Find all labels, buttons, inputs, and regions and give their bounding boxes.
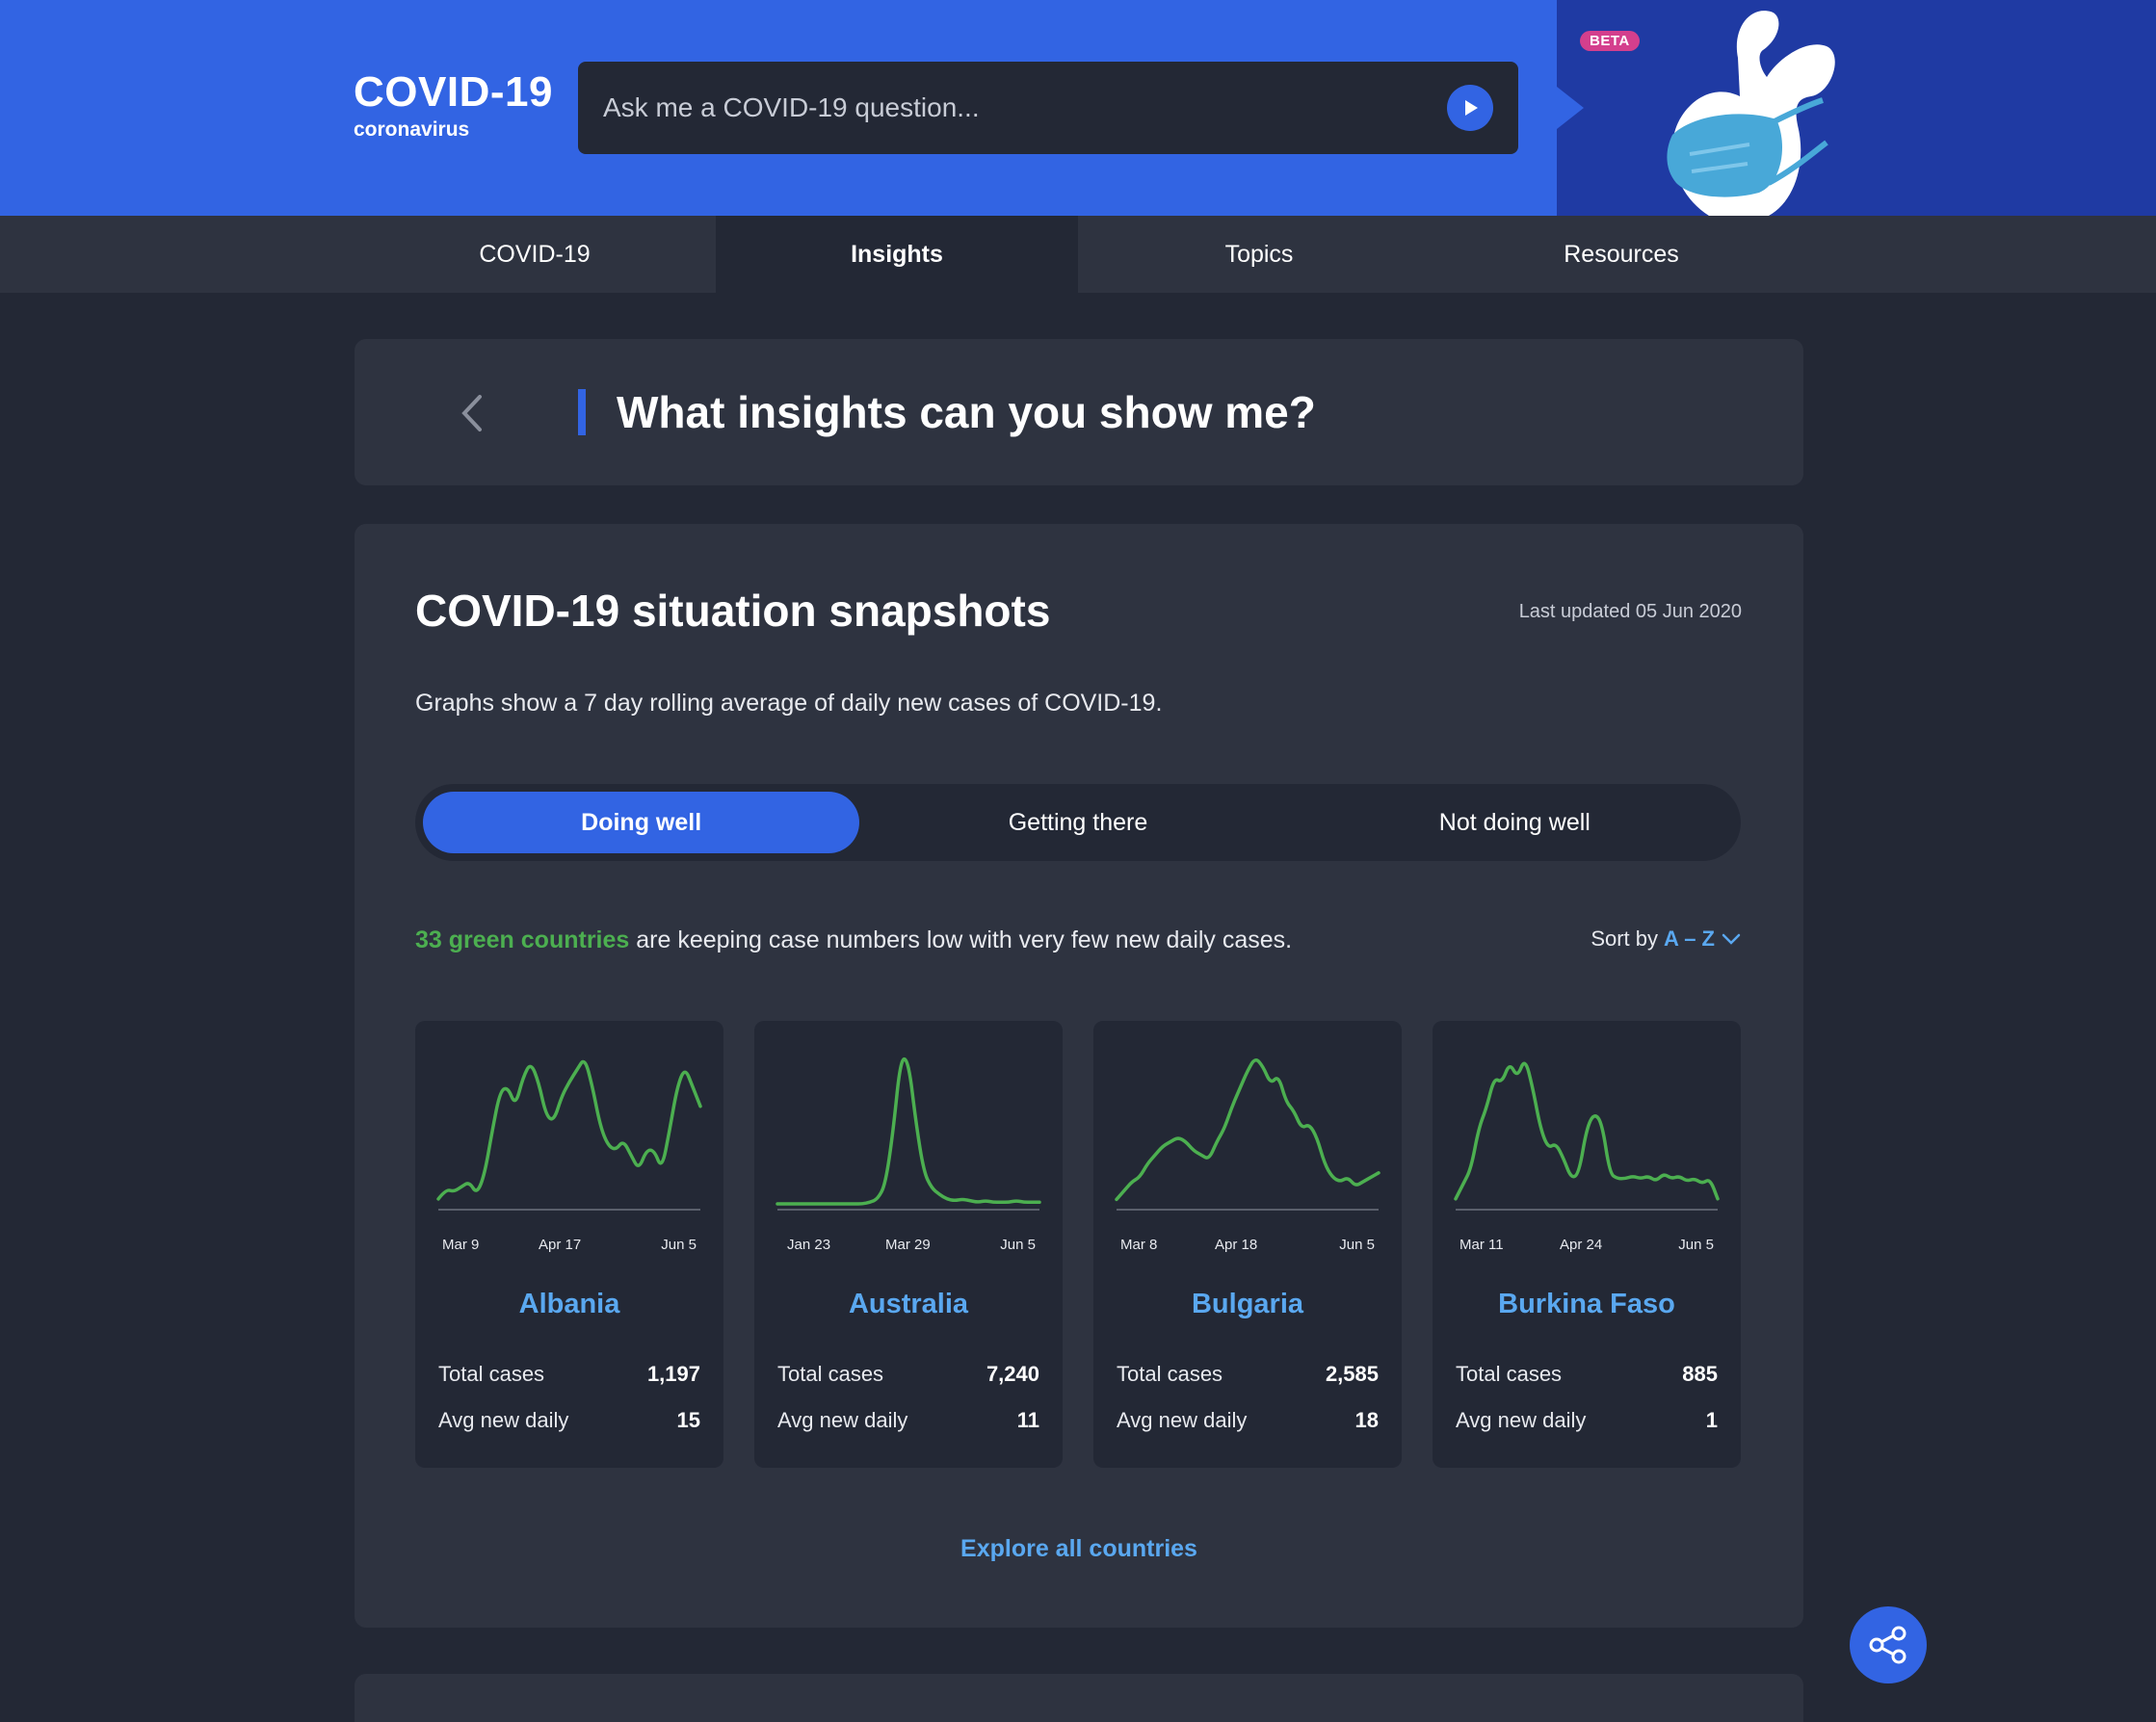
country-card-bulgaria[interactable]: Mar 8 Apr 18 Jun 5 Bulgaria Total cases … [1093, 1021, 1402, 1468]
avg-new-daily-row: Avg new daily 1 [1456, 1408, 1718, 1433]
tick-label: Mar 9 [442, 1237, 480, 1253]
snapshot-description: Graphs show a 7 day rolling average of d… [415, 690, 1163, 717]
brand[interactable]: COVID-19 coronavirus [354, 67, 553, 143]
total-cases-label: Total cases [777, 1362, 884, 1386]
tick-label: Jun 5 [1000, 1237, 1036, 1253]
main-nav: COVID-19 Insights Topics Resources [0, 216, 2156, 293]
avg-new-daily-value: 1 [1705, 1408, 1718, 1432]
sort-value: A – Z [1664, 926, 1715, 951]
ask-send-button[interactable] [1447, 85, 1493, 131]
share-button[interactable] [1850, 1606, 1927, 1683]
x-axis-ticks: Mar 9 Apr 17 Jun 5 [442, 1237, 697, 1256]
play-icon [1465, 100, 1478, 116]
x-axis-ticks: Mar 8 Apr 18 Jun 5 [1120, 1237, 1375, 1256]
chevron-left-icon [461, 395, 482, 431]
segment-doing-well[interactable]: Doing well [423, 792, 860, 853]
tab-covid-19[interactable]: COVID-19 [479, 240, 591, 268]
tick-label: Jun 5 [1339, 1237, 1375, 1253]
share-icon [1869, 1626, 1906, 1664]
explore-all-countries-link[interactable]: Explore all countries [960, 1535, 1197, 1562]
total-cases-value: 1,197 [646, 1362, 700, 1386]
avg-new-daily-row: Avg new daily 11 [777, 1408, 1039, 1433]
tick-label: Apr 18 [1215, 1237, 1258, 1253]
country-name[interactable]: Bulgaria [1191, 1289, 1304, 1319]
segment-not-doing-well[interactable]: Not doing well [1438, 808, 1591, 836]
mascot-pointer [1557, 87, 1584, 129]
series-line [1454, 1061, 1720, 1201]
x-axis-ticks: Jan 23 Mar 29 Jun 5 [781, 1237, 1036, 1256]
sparkline-chart [436, 1059, 702, 1211]
back-button[interactable] [451, 387, 493, 439]
country-name[interactable]: Australia [848, 1289, 969, 1319]
total-cases-row: Total cases 7,240 [777, 1362, 1039, 1387]
total-cases-value: 885 [1682, 1362, 1718, 1386]
ask-input[interactable] [603, 92, 1447, 123]
avg-new-daily-row: Avg new daily 15 [438, 1408, 700, 1433]
summary-text: 33 green countries are keeping case numb… [415, 926, 1292, 954]
tick-label: Apr 24 [1560, 1237, 1603, 1253]
sort-label: Sort by [1591, 926, 1659, 951]
summary-rest: are keeping case numbers low with very f… [629, 926, 1293, 953]
tick-label: Apr 17 [539, 1237, 582, 1253]
total-cases-row: Total cases 2,585 [1117, 1362, 1379, 1387]
snapshot-title: COVID-19 situation snapshots [415, 586, 1051, 636]
country-cards: Mar 9 Apr 17 Jun 5 Albania Total cases 1… [415, 1021, 1741, 1468]
total-cases-value: 7,240 [986, 1362, 1039, 1386]
total-cases-row: Total cases 885 [1456, 1362, 1718, 1387]
avg-new-daily-label: Avg new daily [1117, 1408, 1248, 1432]
beta-badge: BETA [1580, 31, 1640, 51]
mascot-panel: BETA [1557, 0, 2156, 216]
ask-box [578, 62, 1518, 154]
total-cases-label: Total cases [1117, 1362, 1223, 1386]
status-segmented-control: Doing well Getting there Not doing well [415, 784, 1741, 861]
total-cases-label: Total cases [1456, 1362, 1563, 1386]
country-card-albania[interactable]: Mar 9 Apr 17 Jun 5 Albania Total cases 1… [415, 1021, 723, 1468]
brand-title: COVID-19 [354, 68, 553, 116]
brand-subtitle: coronavirus [354, 118, 470, 141]
total-cases-value: 2,585 [1325, 1362, 1379, 1386]
question-accent-bar [578, 389, 586, 435]
summary-highlight: 33 green countries [415, 926, 630, 953]
snapshot-card: COVID-19 situation snapshots Last update… [355, 524, 1803, 1628]
x-axis-ticks: Mar 11 Apr 24 Jun 5 [1459, 1237, 1714, 1256]
avg-new-daily-value: 15 [676, 1408, 700, 1432]
tick-label: Mar 29 [885, 1237, 931, 1253]
avg-new-daily-value: 18 [1354, 1408, 1379, 1432]
tab-topics[interactable]: Topics [1224, 240, 1294, 268]
avg-new-daily-label: Avg new daily [438, 1408, 569, 1432]
segment-getting-there[interactable]: Getting there [1008, 808, 1148, 836]
question-title: What insights can you show me? [617, 387, 1316, 437]
sparkline-chart [1115, 1058, 1380, 1211]
sparkline-chart [776, 1057, 1041, 1211]
tick-label: Mar 11 [1459, 1237, 1504, 1253]
question-card: What insights can you show me? [355, 339, 1803, 485]
tab-resources[interactable]: Resources [1564, 240, 1679, 268]
country-name[interactable]: Burkina Faso [1498, 1289, 1675, 1319]
avg-new-daily-row: Avg new daily 18 [1117, 1408, 1379, 1433]
sparkline-chart [1454, 1061, 1720, 1211]
country-card-australia[interactable]: Jan 23 Mar 29 Jun 5 Australia Total case… [754, 1021, 1063, 1468]
total-cases-label: Total cases [438, 1362, 545, 1386]
total-cases-row: Total cases 1,197 [438, 1362, 700, 1387]
series-line [436, 1059, 702, 1201]
country-card-burkina-faso[interactable]: Mar 11 Apr 24 Jun 5 Burkina Faso Total c… [1433, 1021, 1741, 1468]
series-line [776, 1057, 1041, 1206]
tick-label: Mar 8 [1120, 1237, 1158, 1253]
avg-new-daily-label: Avg new daily [1456, 1408, 1587, 1432]
last-updated: Last updated 05 Jun 2020 [1518, 601, 1742, 622]
tab-insights[interactable]: Insights [716, 216, 1078, 293]
bunny-mascot-icon [1667, 11, 1835, 216]
tick-label: Jan 23 [787, 1237, 831, 1253]
chevron-down-icon [1722, 933, 1741, 945]
country-name[interactable]: Albania [518, 1289, 620, 1319]
avg-new-daily-label: Avg new daily [777, 1408, 908, 1432]
avg-new-daily-value: 11 [1016, 1408, 1039, 1432]
sort-control[interactable]: Sort by A – Z [1591, 926, 1742, 952]
tick-label: Jun 5 [1678, 1237, 1714, 1253]
series-line [1115, 1058, 1380, 1202]
tick-label: Jun 5 [661, 1237, 697, 1253]
next-section-card [355, 1674, 1803, 1722]
